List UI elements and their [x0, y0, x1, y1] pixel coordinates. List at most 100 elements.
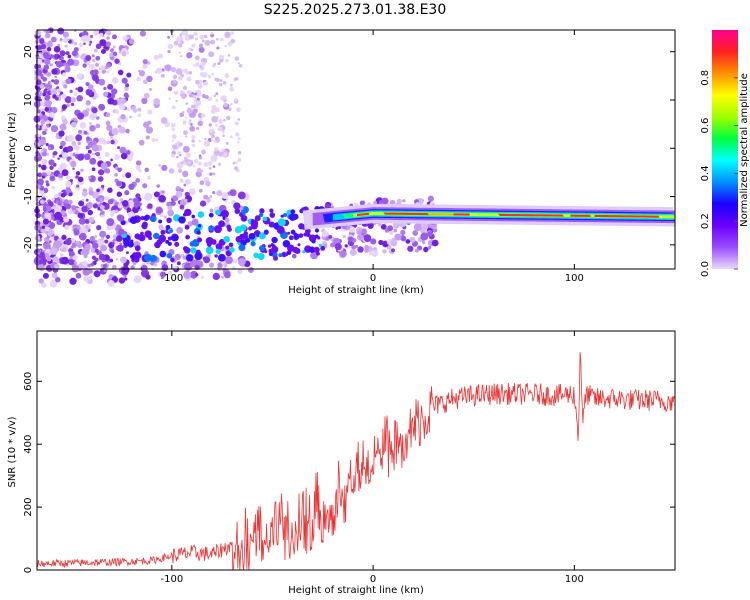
- spectral-point: [117, 146, 121, 150]
- spectral-point: [118, 277, 126, 284]
- spectral-point: [135, 178, 141, 183]
- spectral-point: [88, 216, 95, 223]
- spectral-point: [144, 192, 153, 201]
- spectral-point: [53, 45, 61, 53]
- spectral-point: [57, 89, 62, 93]
- spectral-point: [220, 55, 225, 59]
- spectral-point: [189, 125, 196, 132]
- spectral-point: [187, 161, 191, 165]
- spectral-point: [207, 74, 212, 79]
- spectral-point: [161, 164, 168, 171]
- spectral-point: [76, 73, 83, 80]
- spectral-point: [283, 212, 288, 218]
- spectral-point: [98, 155, 102, 160]
- spectral-point: [89, 124, 96, 132]
- spectral-point: [97, 169, 105, 176]
- spectral-point: [221, 275, 225, 279]
- spectral-point: [297, 243, 301, 247]
- spectral-point: [225, 141, 229, 145]
- spectral-point: [224, 31, 231, 39]
- spectral-point: [363, 234, 372, 242]
- spectral-point: [234, 166, 239, 171]
- spectral-point: [301, 207, 306, 212]
- spectral-point: [87, 149, 92, 154]
- spectral-point: [77, 207, 82, 212]
- y-tick-label: 0: [23, 145, 34, 151]
- spectral-point: [114, 154, 121, 160]
- spectral-point: [183, 198, 188, 203]
- spectral-point: [191, 139, 195, 143]
- spectral-point: [89, 122, 92, 125]
- spectral-point: [92, 58, 96, 63]
- spectral-point: [99, 230, 107, 238]
- spectral-point: [100, 48, 106, 54]
- spectral-point: [257, 252, 265, 261]
- spectral-point: [159, 250, 167, 258]
- spectral-point: [172, 79, 177, 84]
- spectral-point: [222, 81, 227, 85]
- spectral-point: [224, 73, 230, 79]
- spectral-point: [165, 224, 171, 230]
- spectral-point: [348, 226, 356, 233]
- spectral-point: [234, 77, 237, 80]
- spectral-point: [69, 277, 77, 285]
- spectral-point: [110, 88, 118, 95]
- spectral-point: [51, 272, 58, 279]
- spectral-point: [156, 184, 160, 188]
- spectral-point: [235, 235, 243, 243]
- spectral-point: [112, 45, 116, 49]
- spectral-point: [248, 232, 256, 240]
- spectral-point: [194, 37, 199, 41]
- spectral-point: [367, 222, 374, 229]
- spectral-point: [141, 264, 148, 271]
- spectral-point: [141, 97, 148, 105]
- spectral-point: [400, 235, 407, 242]
- spectral-point: [55, 135, 60, 139]
- spectral-point: [72, 59, 80, 67]
- spectral-point: [104, 168, 111, 174]
- spectral-point: [55, 151, 58, 155]
- spectral-point: [357, 246, 364, 253]
- spectral-point: [134, 251, 142, 259]
- y-tick-label: 10: [23, 94, 34, 107]
- spectral-point: [121, 77, 128, 84]
- spectral-point: [67, 58, 75, 66]
- spectral-point: [146, 260, 151, 265]
- spectral-point: [171, 139, 174, 142]
- x-tick-label: 0: [370, 273, 376, 284]
- spectral-point: [171, 134, 177, 140]
- spectral-point: [224, 45, 227, 48]
- spectral-point: [64, 44, 68, 48]
- spectral-point: [145, 126, 154, 134]
- spectral-point: [117, 214, 125, 222]
- spectral-point: [110, 213, 114, 217]
- spectral-point: [158, 219, 163, 224]
- spectral-point: [45, 205, 52, 212]
- y-tick-label: -20: [23, 237, 34, 253]
- spectral-point: [49, 54, 54, 59]
- spectral-point: [37, 178, 44, 186]
- spectral-point: [171, 105, 176, 110]
- spectral-point: [240, 214, 248, 222]
- spectral-point: [37, 143, 41, 147]
- spectral-point: [66, 103, 70, 108]
- spectral-point: [216, 190, 223, 197]
- spectral-point: [44, 128, 48, 132]
- spectral-point: [67, 145, 74, 152]
- spectral-point: [229, 189, 237, 197]
- colorbar: 0.0 0.2 0.4 0.6 0.8 Normalized spectral ampl…: [700, 30, 750, 277]
- spectral-point: [50, 237, 55, 241]
- spectral-point: [271, 236, 278, 244]
- spectral-point: [77, 141, 81, 146]
- spectral-point: [124, 277, 128, 281]
- spectral-point: [156, 67, 163, 74]
- spectral-point: [116, 180, 122, 187]
- spectral-point: [198, 154, 202, 158]
- spectral-point: [145, 274, 151, 280]
- spectral-point: [223, 271, 231, 279]
- spectral-point: [49, 165, 54, 170]
- spectral-point: [58, 130, 65, 137]
- spectral-point: [268, 248, 273, 254]
- spectral-point: [98, 78, 106, 86]
